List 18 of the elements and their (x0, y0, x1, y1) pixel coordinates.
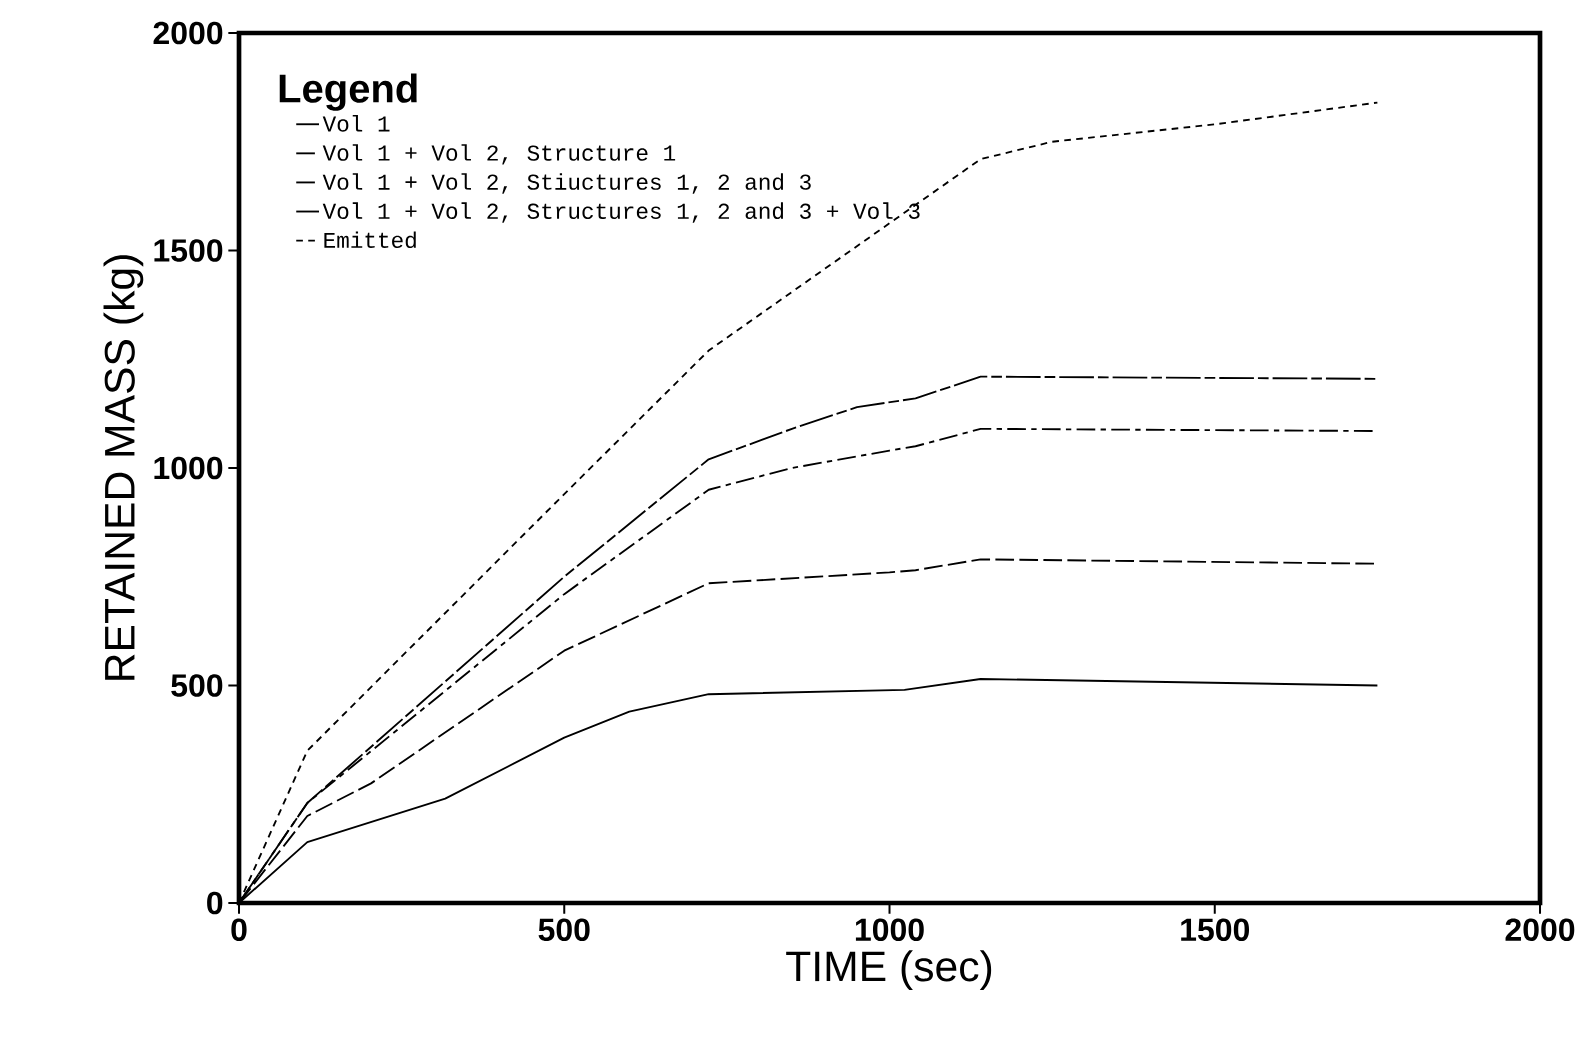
x-tick-label: 500 (538, 918, 590, 942)
y-tick-label: 1500 (154, 239, 223, 262)
legend-label: Vol 1 (322, 115, 390, 132)
x-tick-label: 1500 (1181, 918, 1250, 942)
y-axis-title: RETAINED MASS (kg) (103, 255, 144, 680)
legend-label: Vol 1 + Vol 2, Structure 1 (322, 144, 676, 165)
y-tick-label: 500 (171, 674, 223, 697)
y-tick-label: 2000 (153, 21, 223, 45)
legend-title: Legend (279, 73, 417, 111)
x-axis-title: TIME (sec) (786, 950, 992, 990)
x-tick-label: 1000 (855, 918, 924, 942)
y-tick-label: 1000 (154, 456, 223, 480)
y-tick-label: 0 (207, 891, 223, 915)
legend-label: Vol 1 + Vol 2, Structures 1, 2 and 3 + Vol 3 (322, 202, 920, 223)
legend-label: Emitted (324, 231, 416, 249)
x-tick-label: 0 (231, 918, 247, 942)
x-tick-label: 2000 (1505, 918, 1575, 942)
legend-label: Vol 1 + Vol 2, Stiuctures 1, 2 and 3 (322, 173, 811, 194)
